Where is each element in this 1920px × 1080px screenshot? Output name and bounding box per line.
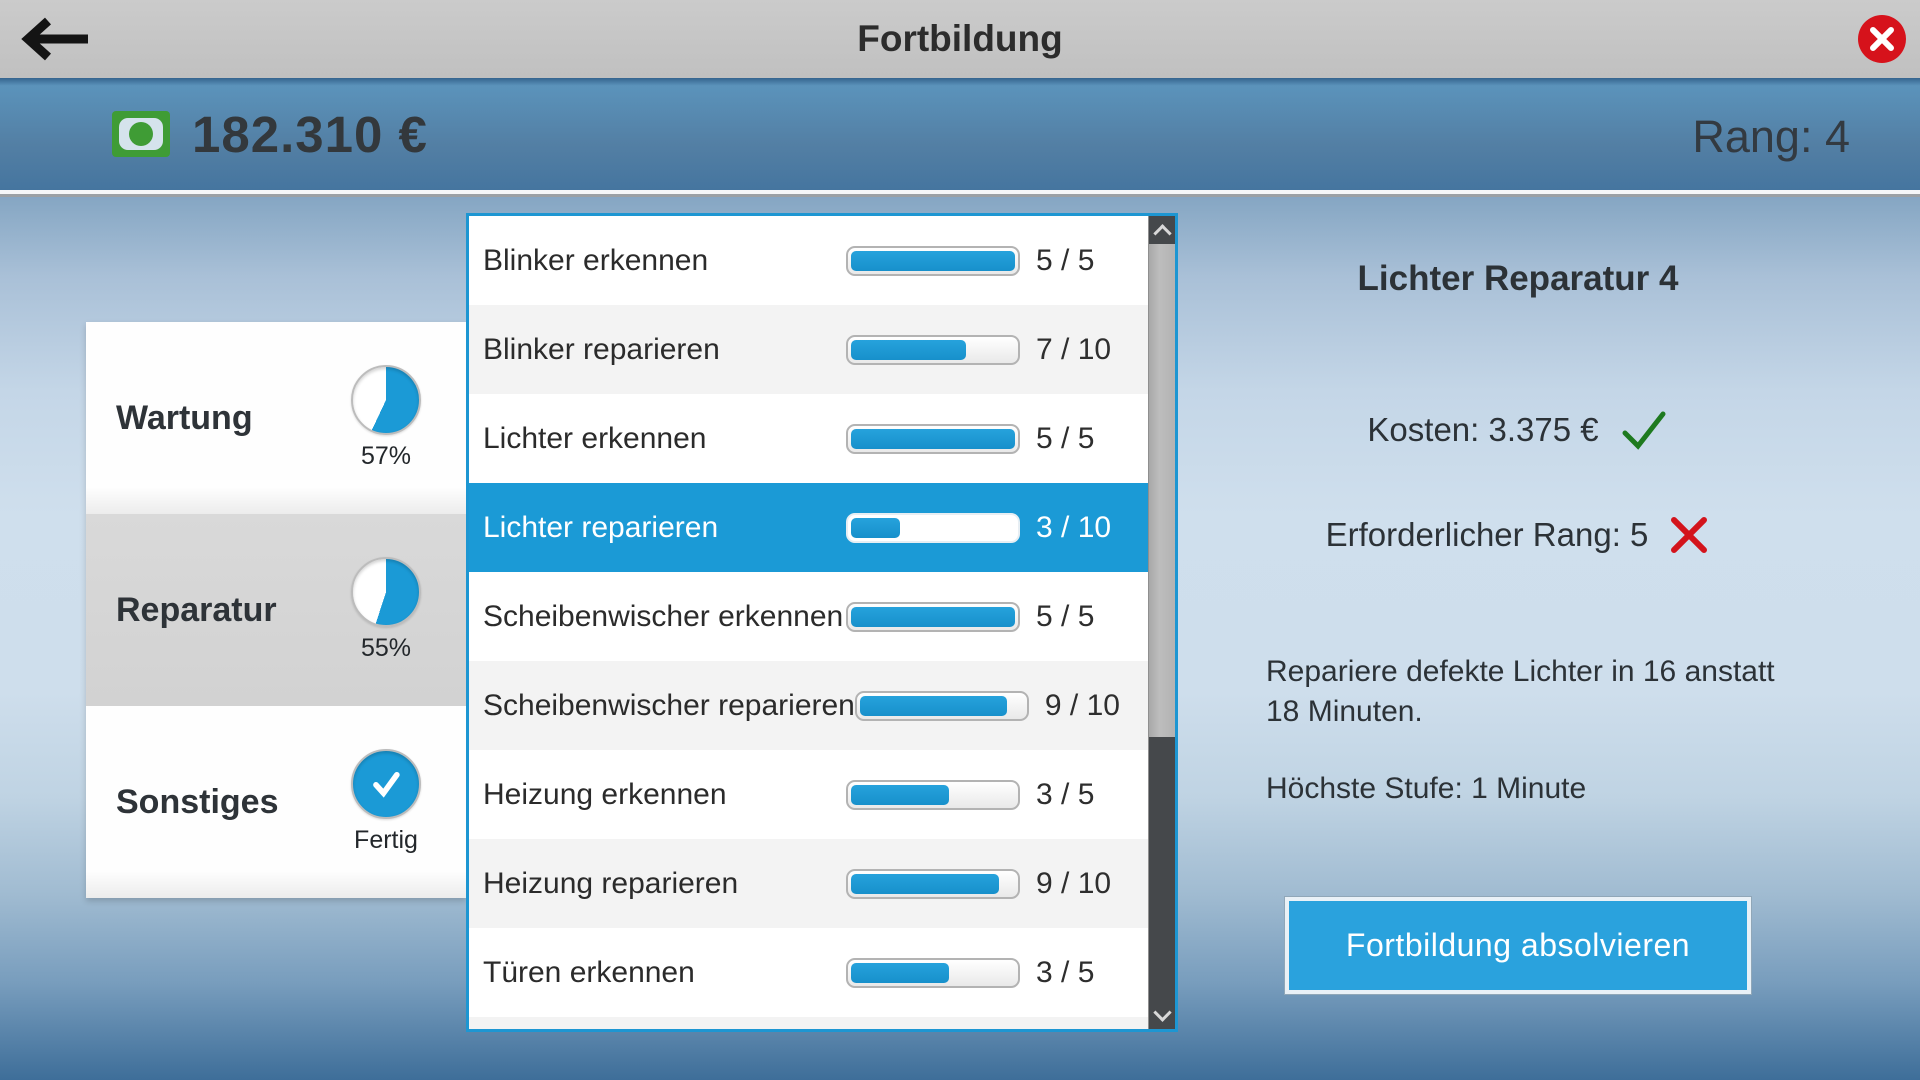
skill-count: 5 / 5 <box>1036 243 1095 277</box>
skill-progress-fill <box>851 339 966 360</box>
required-rank-label: Erforderlicher Rang: 5 <box>1325 516 1649 553</box>
pie-chart-icon <box>351 365 421 435</box>
skill-count: 9 / 10 <box>1036 866 1112 900</box>
skill-count: 7 / 10 <box>1036 332 1112 366</box>
category-progress-label: 57% <box>360 442 412 470</box>
category-progress: Fertig <box>328 749 444 855</box>
skill-row[interactable]: Türen erkennen 3 / 5 <box>469 928 1148 1017</box>
max-level-label: Höchste Stufe: 1 Minute <box>1266 772 1587 805</box>
category-label: Sonstiges <box>116 782 279 821</box>
skill-progress-fill <box>851 784 950 805</box>
skill-list-panel: Blinker erkennen 5 / 5 Blinker reparieren 7… <box>466 213 1178 1032</box>
money-icon <box>112 111 170 157</box>
close-icon <box>1870 27 1894 51</box>
category-label: Wartung <box>116 398 253 437</box>
category-progress: 57% <box>328 365 444 471</box>
skill-row[interactable]: Blinker erkennen 5 / 5 <box>469 216 1148 305</box>
skill-row[interactable]: Heizung erkennen 3 / 5 <box>469 750 1148 839</box>
cross-icon <box>1671 517 1708 553</box>
skill-name: Türen erkennen <box>483 955 695 989</box>
detail-panel: Lichter Reparatur 4 Kosten: 3.375 € Erfo… <box>1178 197 1858 1080</box>
skill-progress-fill <box>851 606 1015 627</box>
skill-progress-fill <box>851 873 999 894</box>
chevron-up-icon <box>1152 223 1172 243</box>
skill-count: 3 / 5 <box>1036 955 1095 989</box>
money-amount: 182.310 € <box>192 105 428 163</box>
skill-progress-bar <box>846 601 1020 632</box>
skill-name: Lichter erkennen <box>483 421 707 455</box>
skill-progress-fill <box>859 695 1008 716</box>
skill-name: Blinker erkennen <box>483 243 709 277</box>
skill-progress-fill <box>851 962 950 983</box>
rank-display: Rang: 4 <box>1692 111 1850 162</box>
skill-detail-title: Lichter Reparatur 4 <box>1357 259 1679 298</box>
skill-row[interactable]: Scheibenwischer reparieren 9 / 10 <box>469 661 1148 750</box>
skill-list: Blinker erkennen 5 / 5 Blinker reparieren 7… <box>469 216 1148 1029</box>
title-bar: Fortbildung <box>0 0 1920 78</box>
skill-description: Repariere defekte Lichter in 16 anstatt … <box>1266 655 1775 728</box>
skill-progress-bar <box>846 423 1020 454</box>
skill-name: Scheibenwischer reparieren <box>483 688 855 722</box>
skill-row-selected[interactable]: Lichter reparieren 3 / 10 <box>469 483 1148 572</box>
skill-count: 3 / 5 <box>1036 777 1095 811</box>
money-display: 182.310 € <box>112 78 428 190</box>
skill-progress-bar <box>854 690 1029 721</box>
back-button[interactable] <box>14 12 98 66</box>
category-progress: 55% <box>328 557 444 663</box>
skill-count: 9 / 10 <box>1044 688 1120 722</box>
skill-progress-bar <box>846 957 1020 988</box>
scrollbar-down-button[interactable] <box>1149 1001 1175 1029</box>
category-progress-label: Fertig <box>354 826 418 854</box>
skill-row[interactable]: Heizung reparieren 9 / 10 <box>469 839 1148 928</box>
skill-progress-fill <box>851 250 1015 271</box>
chevron-down-icon <box>1152 1002 1172 1022</box>
skill-count: 5 / 5 <box>1036 421 1095 455</box>
skill-progress-bar <box>846 245 1020 276</box>
skill-progress-fill <box>851 517 901 538</box>
skill-row-partial <box>469 1017 1148 1029</box>
skill-count: 3 / 10 <box>1036 510 1112 544</box>
complete-training-label: Fortbildung absolvieren <box>1345 927 1691 963</box>
cost-line: Kosten: 3.375 € <box>1178 409 1858 451</box>
skill-progress-bar <box>846 512 1020 543</box>
category-tab-reparatur[interactable]: Reparatur 55% <box>86 514 466 706</box>
divider <box>0 190 1920 197</box>
scrollbar-thumb[interactable] <box>1149 737 1175 1001</box>
scrollbar-up-button[interactable] <box>1149 216 1175 244</box>
skill-name: Heizung reparieren <box>483 866 739 900</box>
skill-name: Blinker reparieren <box>483 332 720 366</box>
status-bar: 182.310 € Rang: 4 <box>0 78 1920 190</box>
skill-row[interactable]: Blinker reparieren 7 / 10 <box>469 305 1148 394</box>
skill-progress-bar <box>846 779 1020 810</box>
category-progress-label: 55% <box>360 634 412 662</box>
skill-name: Lichter reparieren <box>483 510 719 544</box>
close-button[interactable] <box>1858 15 1906 63</box>
skill-progress-bar <box>846 868 1020 899</box>
skill-name: Heizung erkennen <box>483 777 727 811</box>
check-icon <box>1622 411 1666 450</box>
page-title: Fortbildung <box>857 18 1063 59</box>
skill-row[interactable]: Lichter erkennen 5 / 5 <box>469 394 1148 483</box>
cost-label: Kosten: 3.375 € <box>1367 411 1599 448</box>
category-tab-sonstiges[interactable]: Sonstiges Fertig <box>86 706 466 898</box>
pie-chart-icon <box>351 557 421 627</box>
skill-row[interactable]: Scheibenwischer erkennen 5 / 5 <box>469 572 1148 661</box>
skill-count: 5 / 5 <box>1036 599 1095 633</box>
required-rank-line: Erforderlicher Rang: 5 <box>1178 515 1858 555</box>
skill-progress-fill <box>851 428 1015 449</box>
back-arrow-icon <box>21 17 88 61</box>
scrollbar[interactable] <box>1148 216 1175 1029</box>
skill-name: Scheibenwischer erkennen <box>483 599 844 633</box>
category-label: Reparatur <box>116 590 277 629</box>
category-sidebar: Wartung 57% Reparatur 55% Sonstiges Fertig <box>86 322 466 898</box>
check-circle-icon <box>351 749 421 819</box>
category-tab-wartung[interactable]: Wartung 57% <box>86 322 466 514</box>
complete-training-button[interactable]: Fortbildung absolvieren <box>1285 897 1751 994</box>
skill-progress-bar <box>846 334 1020 365</box>
